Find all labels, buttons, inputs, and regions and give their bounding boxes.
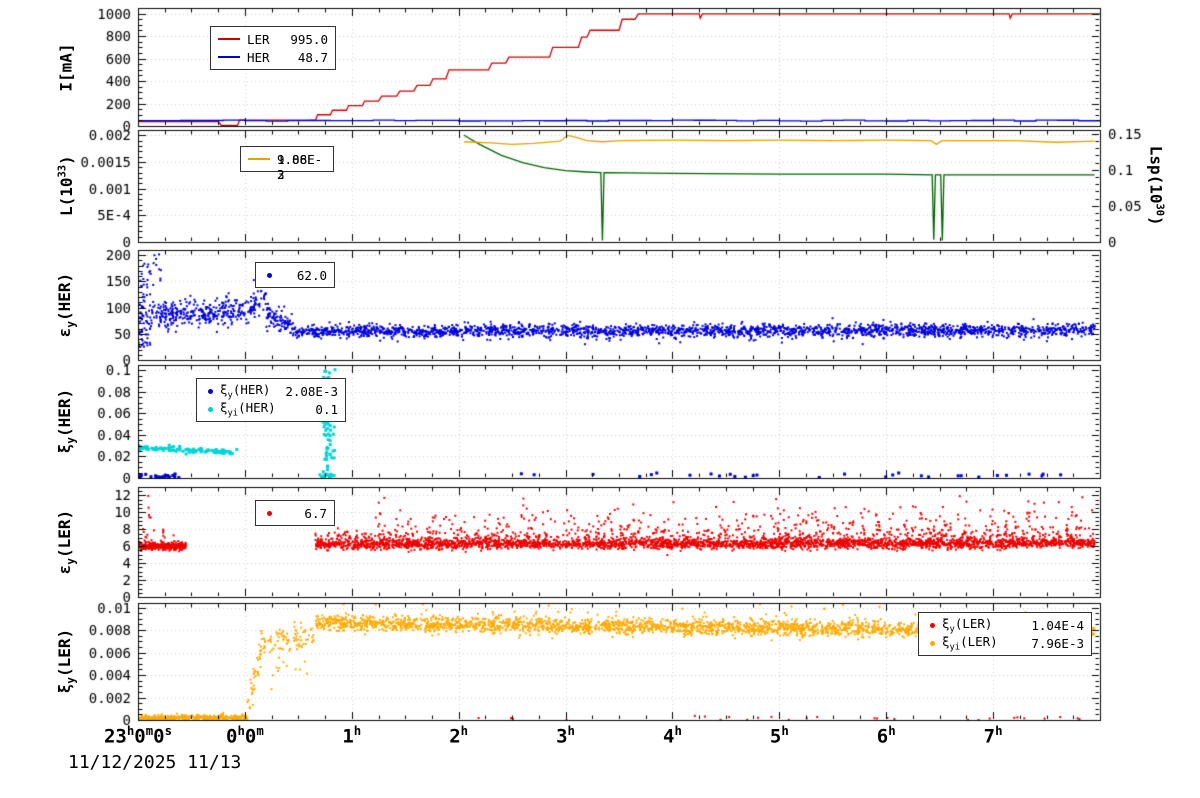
y-axis-title-luminosity: L(1033) — [46, 130, 86, 242]
y-axis-title-text: εy(LER) — [54, 509, 78, 575]
legend-swatch-icon — [267, 510, 272, 516]
legend-row: LER 995.0 — [218, 30, 328, 48]
legend-value: 7.96E-3 — [1031, 635, 1084, 651]
legend-swatch-icon — [248, 158, 270, 160]
y-axis-title-ey_ler: εy(LER) — [46, 487, 86, 597]
date-label: 11/12/2025 11/13 — [68, 752, 242, 773]
x-tick-label: 2h — [449, 724, 469, 748]
legend-value: 2.08E-3 — [285, 383, 338, 399]
x-tick-label: 7h — [983, 724, 1003, 748]
x-tick-label: 4h — [662, 724, 682, 748]
x-tick-label: 1h — [342, 724, 362, 748]
legend-swatch-icon — [218, 56, 240, 58]
legend-row: 6.7 — [263, 504, 327, 522]
legend-row: HER 48.7 — [218, 48, 328, 66]
legend-value: 1.04E-4 — [1031, 617, 1084, 633]
legend-xy_ler: ξy(LER) 1.04E-4 ξyi(LER) 7.96E-3 — [918, 612, 1092, 656]
legend-ey_ler: 6.7 — [255, 500, 335, 526]
legend-swatch-icon — [218, 38, 240, 40]
x-tick-label: 5h — [769, 724, 789, 748]
y-axis-title-text: ξy(HER) — [54, 389, 78, 454]
y2-axis-title-luminosity: Lsp(1030) — [1136, 130, 1176, 242]
legend-swatch-icon — [930, 622, 935, 628]
legend-row: 62.0 — [263, 266, 327, 284]
y-axis-title-current: I[mA] — [46, 8, 86, 126]
y-axis-title-text: I[mA] — [56, 42, 76, 92]
legend-label: LER — [247, 31, 270, 47]
legend-ey_her: 62.0 — [255, 262, 335, 288]
x-tick-label: 23h0m0s — [103, 724, 173, 748]
legend-label: ξy(HER) — [220, 381, 271, 401]
legend-value: 6.7 — [304, 505, 327, 521]
y2-axis-title-text: Lsp(1030) — [1146, 146, 1166, 226]
legend-label: ξyi(HER) — [220, 399, 276, 419]
x-tick-label: 0h0m — [225, 724, 264, 748]
legend-overlapped-values: 9.88E-3 1.06E-2 — [277, 151, 326, 182]
legend-current: LER 995.0 HER 48.7 — [210, 26, 336, 70]
legend-swatch-icon — [930, 640, 935, 646]
legend-luminosity: 9.88E-3 1.06E-2 — [240, 146, 334, 182]
x-tick-label: 3h — [556, 724, 575, 748]
legend-swatch-icon — [208, 388, 213, 394]
legend-label: ξyi(LER) — [942, 633, 998, 653]
legend-value: 0.1 — [315, 401, 338, 417]
legend-swatch-icon — [267, 272, 272, 278]
y-axis-title-text: εy(HER) — [54, 272, 78, 338]
legend-row: ξyi(HER) 0.1 — [204, 400, 338, 418]
legend-value: 9.88E-3 — [277, 152, 323, 182]
legend-value: 995.0 — [290, 31, 328, 47]
legend-row: ξy(HER) 2.08E-3 — [204, 382, 338, 400]
x-tick-label: 6h — [876, 724, 896, 748]
y-axis-title-text: ξy(LER) — [54, 629, 78, 694]
legend-swatch-icon — [208, 406, 213, 412]
legend-label: HER — [247, 49, 270, 65]
legend-row: 9.88E-3 1.06E-2 — [248, 150, 326, 182]
y-axis-title-xy_her: ξy(HER) — [46, 365, 86, 478]
legend-row: ξyi(LER) 7.96E-3 — [926, 634, 1084, 652]
legend-label: ξy(LER) — [942, 615, 993, 635]
y-axis-title-text: L(1033) — [56, 155, 76, 217]
y-axis-title-xy_ler: ξy(LER) — [46, 603, 86, 720]
legend-value: 1.06E-2 — [277, 152, 323, 182]
legend-xy_her: ξy(HER) 2.08E-3 ξyi(HER) 0.1 — [196, 378, 346, 422]
legend-row: ξy(LER) 1.04E-4 — [926, 616, 1084, 634]
legend-value: 48.7 — [297, 49, 328, 65]
legend-value: 62.0 — [296, 267, 327, 283]
y-axis-title-ey_her: εy(HER) — [46, 250, 86, 360]
